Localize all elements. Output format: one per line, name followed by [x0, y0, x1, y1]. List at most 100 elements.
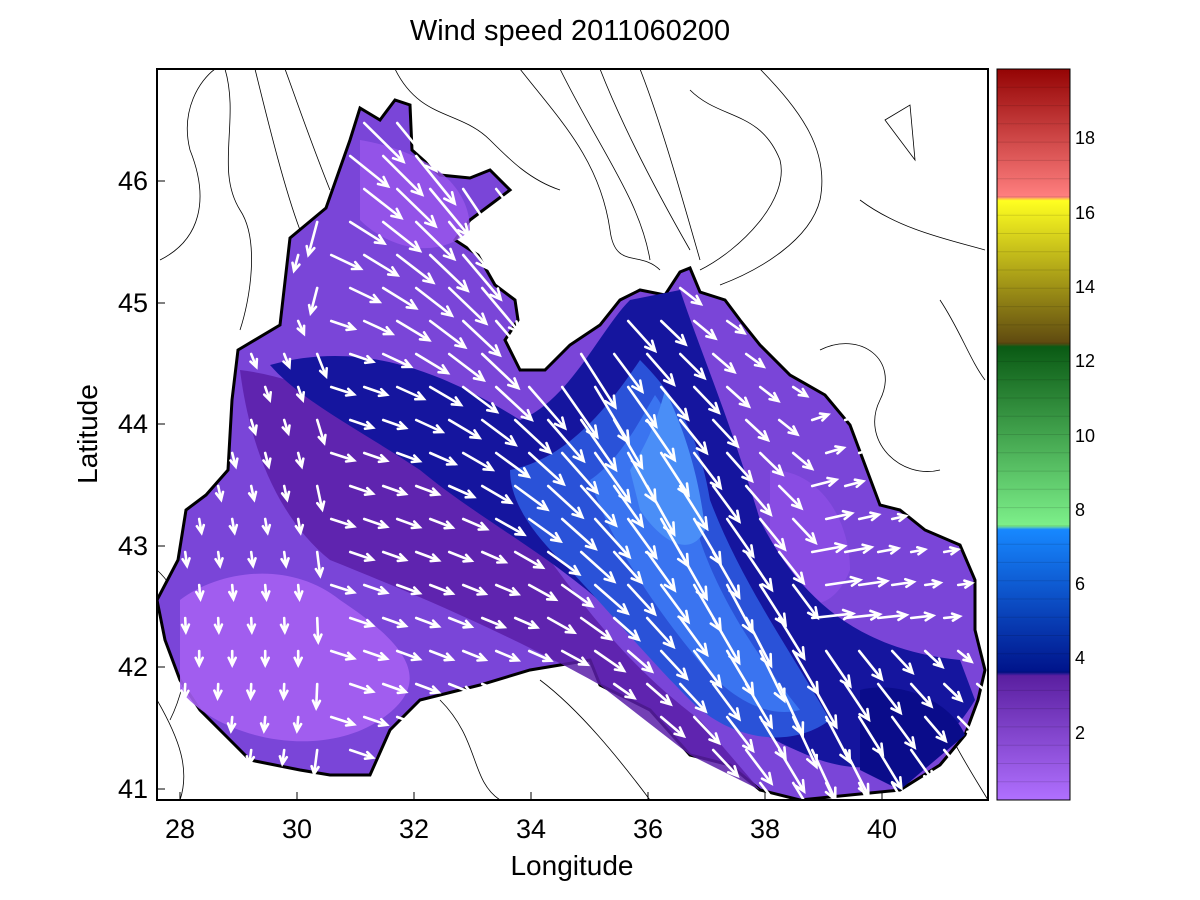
y-tick-label: 43 — [118, 531, 148, 561]
wind-arrow — [923, 579, 944, 589]
wind-arrow — [857, 446, 876, 456]
wind-arrow — [295, 385, 305, 404]
wind-arrow — [579, 418, 618, 473]
wind-arrow — [513, 616, 540, 630]
wind-arrow — [362, 187, 404, 220]
wind-arrow — [909, 748, 936, 784]
wind-arrow — [876, 748, 903, 791]
wind-arrow — [546, 484, 585, 520]
wind-arrow — [494, 451, 532, 479]
map-axes: 28 30 32 34 36 38 40 Longitude 41 42 43 … — [72, 68, 989, 881]
wind-arrow — [645, 352, 676, 387]
wind-arrow — [890, 781, 904, 800]
wind-arrow — [447, 484, 477, 499]
wind-arrow — [180, 616, 191, 636]
wind-arrow — [362, 715, 390, 728]
wind-arrow — [942, 612, 963, 622]
wind-arrow — [480, 286, 522, 335]
wind-arrow — [777, 748, 806, 794]
wind-arrow — [579, 484, 618, 528]
wind-arrow — [329, 649, 357, 661]
wind-arrow — [857, 576, 890, 588]
wind-arrow — [247, 484, 258, 503]
wind-arrow — [227, 649, 237, 668]
wind-arrow — [942, 682, 964, 703]
wind-arrow — [228, 583, 238, 602]
wind-arrow — [428, 253, 470, 293]
wind-arrow — [923, 649, 945, 669]
wind-arrow — [362, 451, 390, 464]
wind-arrow — [480, 616, 508, 629]
wind-arrow — [560, 451, 600, 495]
colorbar-frame — [996, 68, 1071, 801]
wind-arrow — [414, 418, 446, 434]
wind-arrow — [315, 484, 326, 513]
wind-arrow — [395, 319, 432, 342]
colorbar-tick-label: 10 — [1075, 426, 1095, 446]
wind-arrow — [975, 682, 988, 696]
contour-line — [559, 69, 651, 261]
wind-arrow — [348, 550, 376, 562]
wind-arrow — [329, 253, 364, 271]
wind-arrow — [956, 649, 974, 664]
wind-arrow — [876, 544, 902, 555]
wind-arrow — [560, 583, 595, 608]
wind-arrow — [447, 220, 489, 271]
wind-arrow — [494, 583, 522, 597]
colorbar-level-lines — [997, 86, 1070, 783]
x-axis-label: Longitude — [510, 850, 633, 881]
wind-arrow — [428, 187, 471, 238]
y-tick-label: 46 — [118, 166, 148, 196]
wind-vector-field — [180, 121, 988, 800]
wind-arrow — [678, 616, 709, 658]
contour-line — [819, 343, 941, 472]
wind-arrow — [447, 418, 483, 440]
sea-wind-field — [157, 98, 988, 800]
wind-arrow — [395, 253, 436, 285]
wind-arrow — [381, 682, 409, 695]
wind-arrow — [447, 352, 486, 382]
wind-arrow — [329, 583, 357, 595]
wind-arrow — [810, 542, 848, 554]
wind-arrow — [213, 616, 224, 636]
wind-arrow — [329, 517, 357, 529]
contour-line — [884, 104, 916, 162]
wind-arrow — [362, 583, 390, 596]
wind-arrow — [711, 748, 740, 779]
wind-arrow — [692, 715, 722, 746]
wind-arrow — [692, 319, 718, 341]
wind-arrow — [246, 682, 256, 701]
wind-arrow — [777, 616, 806, 661]
wind-arrow — [494, 319, 535, 367]
wind-arrow — [824, 509, 855, 521]
wind-arrow — [214, 484, 225, 503]
wind-arrow — [777, 418, 800, 437]
wind-arrow — [659, 649, 689, 681]
wind-arrow — [461, 451, 496, 472]
wind-arrow — [305, 220, 319, 258]
wind-arrow — [626, 319, 658, 354]
colorbar-tick-label: 8 — [1075, 500, 1085, 520]
wind-arrow — [315, 418, 327, 446]
wind-arrow — [348, 286, 383, 304]
wind-arrow — [414, 550, 442, 563]
wind-arrow — [381, 220, 423, 253]
wind-arrow — [909, 682, 934, 709]
wind-arrow — [659, 385, 690, 422]
wind-arrow — [180, 682, 190, 701]
wind-arrow — [261, 517, 272, 536]
contour-line — [519, 69, 661, 271]
wind-arrow — [260, 649, 270, 668]
wind-arrow — [791, 781, 806, 800]
wind-arrow — [593, 583, 630, 616]
wind-arrow — [315, 352, 328, 380]
wind-arrow — [280, 484, 291, 503]
wind-arrow — [494, 517, 527, 537]
wind-arrow — [480, 682, 508, 695]
wind-arrow — [824, 445, 847, 455]
x-tick-label: 38 — [750, 814, 780, 844]
wind-arrow — [678, 484, 709, 532]
wind-arrow — [777, 484, 804, 511]
wind-arrow — [381, 550, 409, 563]
wind-arrow — [447, 550, 475, 563]
